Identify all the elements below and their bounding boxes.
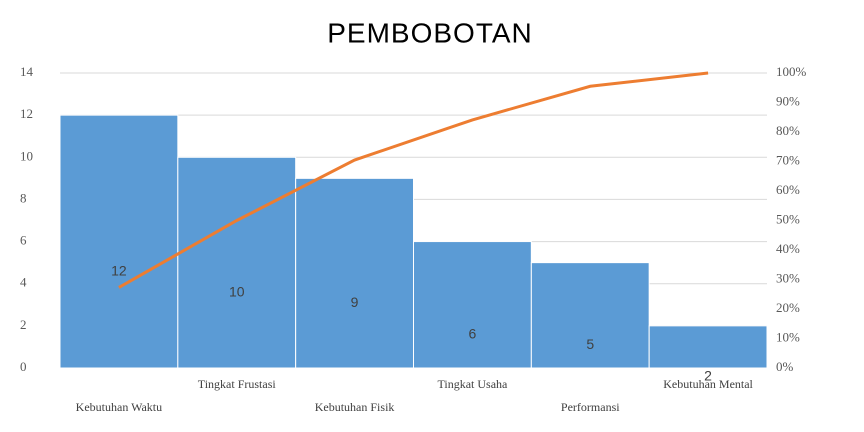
bar bbox=[295, 177, 414, 369]
value-label: 5 bbox=[586, 336, 594, 352]
bar bbox=[413, 241, 532, 369]
value-label: 6 bbox=[469, 325, 477, 341]
y-tick-label: 14 bbox=[20, 64, 34, 79]
value-label: 2 bbox=[704, 368, 712, 384]
y2-tick-label: 90% bbox=[776, 93, 800, 108]
y-tick-label: 10 bbox=[20, 148, 33, 163]
y2-tick-label: 30% bbox=[776, 270, 800, 285]
x-tick-label: Kebutuhan Waktu bbox=[76, 400, 162, 414]
y2-tick-label: 40% bbox=[776, 241, 800, 256]
y-tick-label: 12 bbox=[20, 106, 33, 121]
x-tick-label: Tingkat Usaha bbox=[437, 377, 508, 391]
y2-tick-label: 70% bbox=[776, 152, 800, 167]
y2-tick-label: 60% bbox=[776, 182, 800, 197]
value-label: 10 bbox=[229, 283, 245, 299]
y2-tick-label: 0% bbox=[776, 359, 794, 374]
y-tick-label: 4 bbox=[20, 275, 27, 290]
y2-tick-label: 80% bbox=[776, 123, 800, 138]
y-tick-label: 2 bbox=[20, 317, 27, 332]
y2-tick-label: 20% bbox=[776, 300, 800, 315]
value-label: 9 bbox=[351, 294, 359, 310]
bar bbox=[648, 325, 768, 369]
bar bbox=[177, 156, 297, 369]
value-label: 12 bbox=[111, 262, 127, 278]
x-tick-label: Kebutuhan Fisik bbox=[315, 400, 395, 414]
y-tick-label: 6 bbox=[20, 233, 27, 248]
y-tick-label: 0 bbox=[20, 359, 27, 374]
chart-title: PEMBOBOTAN bbox=[327, 17, 533, 48]
bar bbox=[530, 262, 650, 369]
x-tick-label: Performansi bbox=[561, 400, 620, 414]
x-tick-label: Kebutuhan Mental bbox=[663, 377, 753, 391]
y2-tick-label: 100% bbox=[776, 64, 807, 79]
y2-tick-label: 50% bbox=[776, 211, 800, 226]
x-tick-label: Tingkat Frustasi bbox=[198, 377, 277, 391]
bar bbox=[59, 114, 179, 369]
y2-tick-label: 10% bbox=[776, 329, 800, 344]
cumulative-line bbox=[118, 71, 709, 289]
y-tick-label: 8 bbox=[20, 190, 27, 205]
